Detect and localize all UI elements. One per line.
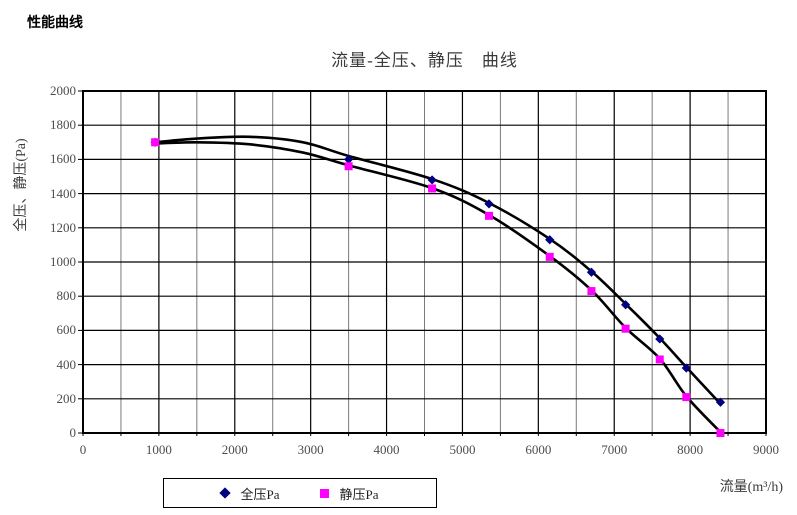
static-pressure-marker — [344, 162, 353, 171]
total-pressure-marker — [621, 300, 631, 310]
static-pressure-marker — [587, 287, 596, 296]
x-tick-label: 4000 — [373, 442, 400, 457]
total-pressure-marker — [655, 334, 665, 344]
y-tick-label: 2000 — [50, 83, 76, 98]
y-tick-label: 200 — [56, 390, 77, 406]
y-tick-label: 800 — [56, 288, 77, 304]
y-tick-label: 1000 — [50, 254, 76, 269]
total-pressure-marker — [681, 363, 691, 373]
x-tick-label: 3000 — [297, 442, 324, 457]
page-title: 性能曲线 — [27, 14, 83, 30]
total-pressure-marker — [344, 154, 354, 164]
x-tick-label: 0 — [79, 442, 87, 457]
static-pressure-curve — [153, 140, 722, 434]
x-tick-label: 8000 — [677, 442, 704, 457]
legend-item-static-pressure: 静压Pa — [319, 484, 379, 503]
x-tick-label: 1000 — [145, 442, 172, 457]
plot-area — [78, 90, 767, 437]
total-pressure-marker — [545, 235, 555, 245]
static-pressure-marker — [428, 184, 437, 193]
legend: 全压Pa 静压Pa — [163, 478, 437, 508]
total-pressure-marker — [715, 397, 726, 407]
square-marker-icon — [319, 488, 329, 498]
total-pressure-marker — [484, 199, 494, 209]
x-tick-label: 6000 — [525, 442, 552, 457]
static-pressure-marker — [621, 324, 630, 333]
y-tick-label: 1200 — [50, 219, 76, 235]
x-tick-label: 7000 — [601, 442, 628, 457]
static-pressure-marker — [682, 393, 691, 402]
total-pressure-marker — [427, 175, 437, 185]
plot-border — [82, 90, 767, 434]
total-pressure-marker — [586, 267, 597, 277]
chart-title: 流量-全压、静压 曲线 — [331, 51, 518, 70]
x-axis-title: 流量(m³/h) — [719, 480, 783, 495]
legend-label-total-pressure: 全压Pa — [240, 486, 280, 502]
x-tick-label: 5000 — [449, 442, 476, 457]
y-tick-label: 0 — [69, 425, 77, 440]
x-tick-label: 9000 — [753, 442, 779, 457]
legend-label-static-pressure: 静压Pa — [339, 486, 379, 502]
x-tick-label: 2000 — [221, 442, 248, 457]
total-pressure-curve — [153, 135, 720, 403]
static-pressure-marker — [655, 355, 664, 364]
legend-item-total-pressure: 全压Pa — [219, 484, 280, 503]
static-pressure-marker — [151, 138, 160, 147]
static-pressure-marker — [545, 252, 554, 261]
y-tick-label: 400 — [56, 356, 77, 372]
static-pressure-marker — [485, 211, 494, 220]
y-tick-label: 600 — [56, 322, 77, 338]
y-tick-label: 1600 — [50, 151, 76, 167]
y-tick-label: 1800 — [50, 117, 76, 133]
static-pressure-marker — [716, 429, 725, 437]
diamond-marker-icon — [219, 487, 232, 499]
y-tick-label: 1400 — [50, 185, 76, 201]
